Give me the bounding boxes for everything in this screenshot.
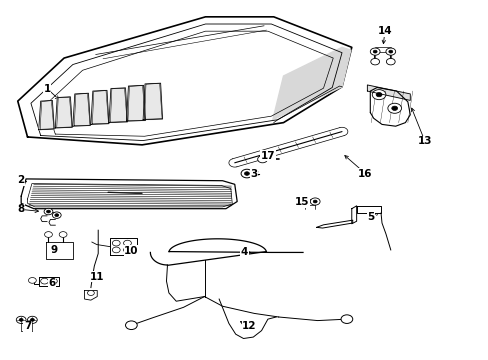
Circle shape: [55, 214, 59, 217]
Circle shape: [59, 231, 67, 237]
Circle shape: [16, 316, 26, 323]
Circle shape: [310, 198, 320, 205]
Circle shape: [385, 48, 395, 55]
Polygon shape: [272, 47, 350, 120]
Text: 9: 9: [51, 245, 58, 255]
Polygon shape: [356, 206, 380, 213]
Circle shape: [388, 50, 392, 53]
Circle shape: [371, 90, 385, 100]
Circle shape: [28, 278, 36, 283]
Circle shape: [41, 278, 48, 284]
Text: 7: 7: [24, 321, 31, 331]
Circle shape: [241, 169, 252, 178]
Text: 12: 12: [242, 321, 256, 331]
Text: 17: 17: [260, 150, 275, 161]
Text: 2: 2: [18, 175, 25, 185]
Polygon shape: [366, 85, 409, 100]
Circle shape: [370, 58, 379, 65]
Polygon shape: [91, 90, 109, 125]
Polygon shape: [110, 238, 137, 255]
Polygon shape: [39, 277, 59, 286]
Circle shape: [123, 247, 131, 253]
Polygon shape: [39, 100, 54, 130]
Circle shape: [123, 240, 131, 246]
Circle shape: [340, 315, 352, 323]
Circle shape: [369, 48, 379, 55]
Text: 13: 13: [417, 136, 431, 146]
Polygon shape: [351, 206, 356, 224]
Text: 1: 1: [43, 84, 51, 94]
Circle shape: [313, 200, 317, 203]
Circle shape: [125, 321, 137, 329]
Circle shape: [257, 156, 267, 163]
Text: 3: 3: [250, 168, 257, 179]
Text: 11: 11: [90, 272, 104, 282]
Circle shape: [112, 240, 120, 246]
Circle shape: [49, 278, 57, 284]
Circle shape: [260, 158, 264, 161]
Text: 14: 14: [377, 26, 391, 36]
Circle shape: [391, 106, 397, 111]
Polygon shape: [316, 220, 352, 228]
Text: 10: 10: [124, 246, 138, 256]
Polygon shape: [84, 291, 97, 300]
Polygon shape: [18, 17, 351, 145]
Circle shape: [44, 208, 53, 215]
Circle shape: [244, 172, 249, 175]
Circle shape: [386, 58, 394, 65]
Circle shape: [300, 198, 310, 205]
Text: 15: 15: [294, 197, 308, 207]
Polygon shape: [126, 85, 145, 121]
Polygon shape: [45, 242, 73, 259]
Circle shape: [46, 210, 50, 213]
Circle shape: [30, 319, 34, 321]
Polygon shape: [21, 179, 237, 209]
Polygon shape: [55, 97, 72, 128]
Circle shape: [19, 319, 23, 321]
Text: 16: 16: [357, 168, 372, 179]
Polygon shape: [369, 87, 409, 126]
Circle shape: [52, 212, 61, 219]
Circle shape: [375, 93, 381, 97]
Text: 5: 5: [367, 212, 374, 221]
Text: 6: 6: [48, 278, 56, 288]
Circle shape: [27, 316, 37, 323]
Circle shape: [87, 291, 94, 296]
Circle shape: [303, 200, 307, 203]
Polygon shape: [143, 83, 162, 120]
Polygon shape: [73, 93, 90, 126]
Circle shape: [44, 231, 52, 237]
Text: 4: 4: [240, 247, 248, 257]
Text: 8: 8: [18, 204, 25, 215]
Circle shape: [112, 247, 120, 253]
Polygon shape: [109, 88, 127, 123]
Circle shape: [387, 103, 401, 113]
Circle shape: [372, 50, 376, 53]
